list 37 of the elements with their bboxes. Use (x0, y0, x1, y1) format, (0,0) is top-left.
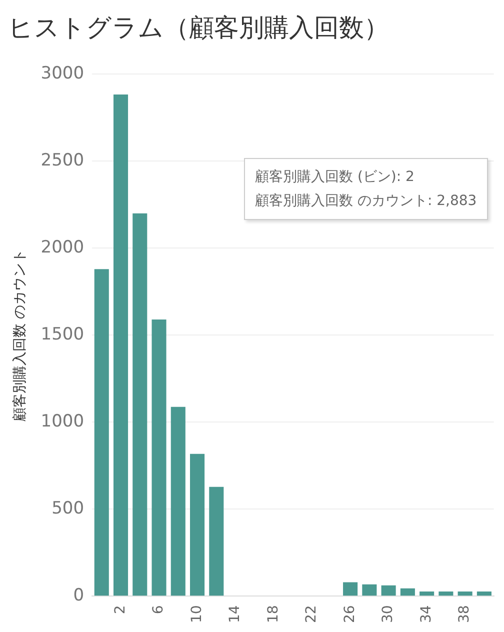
x-tick-label: 14 (227, 605, 244, 624)
bar (170, 406, 186, 596)
y-tick-label: 1000 (40, 412, 84, 432)
x-tick-label: 38 (456, 605, 473, 624)
y-tick-label: 2500 (40, 150, 84, 171)
y-tick-label: 500 (52, 498, 84, 519)
y-axis-title: 顧客別購入回数 のカウント (12, 248, 28, 422)
bar (113, 94, 128, 596)
x-tick-label: 22 (304, 605, 320, 624)
annotation: 顧客別購入回数 のカウント: 2,883 (255, 192, 477, 211)
bar (458, 591, 472, 596)
bar (152, 320, 166, 596)
x-tick-label: 26 (342, 605, 358, 624)
bar (476, 591, 492, 596)
x-tick-label: 18 (265, 605, 282, 624)
bar (420, 591, 434, 596)
tooltip-box: 顧客別購入回数 (ビン): 2 顧客別購入回数 のカウント: 2,883 (244, 158, 488, 220)
bar (209, 486, 224, 596)
bar (343, 582, 358, 596)
bar (190, 454, 205, 596)
bar (381, 585, 396, 596)
x-tick-label: 30 (380, 605, 396, 624)
y-tick-label: 0 (73, 586, 84, 606)
y-tick-label: 2000 (40, 238, 84, 258)
x-tick-label: 6 (150, 605, 167, 614)
bar (132, 213, 148, 596)
bar (94, 269, 109, 596)
bar (400, 588, 415, 596)
annotation: 顧客別購入回数 (ビン): 2 (255, 168, 416, 187)
bar (362, 584, 377, 596)
bar (438, 591, 454, 596)
x-tick-label: 34 (418, 605, 434, 624)
chart-title: ヒストグラム（顧客別購入回数） (8, 12, 390, 44)
x-tick-label: 10 (188, 605, 205, 624)
x-tick-label: 2 (112, 605, 128, 614)
y-tick-label: 1500 (40, 324, 84, 345)
y-tick-label: 3000 (40, 64, 84, 84)
